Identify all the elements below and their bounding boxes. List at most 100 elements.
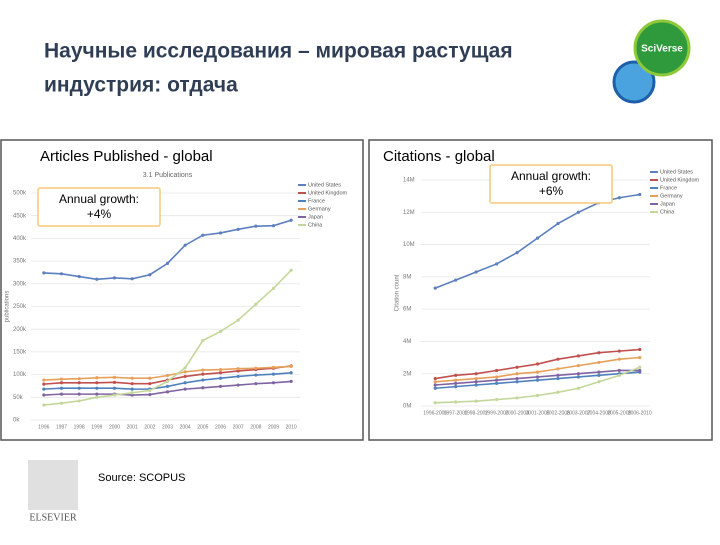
point <box>148 273 152 277</box>
x-tick-label: 2004-2008 <box>587 410 611 416</box>
point <box>130 376 134 380</box>
point <box>617 373 621 377</box>
point <box>218 371 223 375</box>
point <box>112 380 117 384</box>
point <box>494 378 499 382</box>
y-tick-label: 14M <box>403 178 415 184</box>
point <box>236 367 240 371</box>
point <box>218 376 223 380</box>
legend-label: Japan <box>660 201 675 207</box>
x-tick-label: 1997 <box>56 424 67 430</box>
annotation: +6% <box>539 184 564 198</box>
y-tick-label: 50k <box>13 395 24 401</box>
point <box>165 384 170 389</box>
y-tick-label: 8M <box>403 274 411 280</box>
x-tick-label: 2002 <box>144 424 155 430</box>
chart-subtitle: 3.1 Publications <box>143 172 193 179</box>
y-tick-label: 12M <box>403 210 415 216</box>
legend-label: France <box>308 198 325 204</box>
point <box>112 276 117 280</box>
point <box>433 286 437 290</box>
annotation-box <box>37 187 161 227</box>
point <box>59 377 64 381</box>
point <box>617 196 621 200</box>
point <box>59 386 64 390</box>
point <box>201 378 205 382</box>
x-tick-label: 1998 <box>74 424 85 430</box>
point <box>515 365 519 369</box>
point <box>42 382 46 386</box>
legend-label: Germany <box>308 206 331 212</box>
point <box>617 357 621 361</box>
y-tick-label: 0k <box>13 418 20 424</box>
point <box>597 351 601 355</box>
y-tick-label: 200k <box>13 327 27 333</box>
annotation: Annual growth: <box>59 192 139 206</box>
point <box>183 381 187 385</box>
x-tick-label: 2009 <box>268 424 279 430</box>
point <box>77 377 81 381</box>
elsevier-tree <box>28 460 78 510</box>
point <box>165 261 170 265</box>
point <box>474 376 478 381</box>
point <box>289 364 293 369</box>
point <box>130 277 134 281</box>
annotation: Annual growth: <box>511 169 591 183</box>
point <box>201 338 205 343</box>
y-tick-label: 6M <box>403 307 411 313</box>
point <box>59 392 64 396</box>
point <box>42 387 46 391</box>
point <box>433 383 437 387</box>
annotation-box <box>489 164 613 204</box>
point <box>454 373 458 377</box>
point <box>95 386 99 390</box>
point <box>42 378 46 382</box>
x-tick-label: 1996 <box>38 424 49 430</box>
point <box>433 401 437 405</box>
point <box>201 368 205 372</box>
point <box>183 366 187 370</box>
point <box>535 375 540 379</box>
point <box>474 399 478 403</box>
legend-label: China <box>308 222 323 228</box>
point <box>130 393 134 397</box>
source: Source: SCOPUS <box>98 472 185 484</box>
x-tick-label: 2003 <box>162 424 173 430</box>
point <box>218 329 223 334</box>
point <box>201 386 205 390</box>
slide-title: Научные исследования – мировая растущая <box>44 40 513 63</box>
point <box>556 376 560 381</box>
point <box>218 384 223 389</box>
y-tick-label: 0M <box>403 404 411 410</box>
point <box>254 373 258 377</box>
point <box>289 218 293 222</box>
x-tick-label: 2010 <box>286 424 297 430</box>
point <box>183 370 187 374</box>
x-tick-label: 2002-2006 <box>546 410 570 416</box>
point <box>42 393 46 397</box>
logo-circle <box>633 19 691 77</box>
point <box>77 386 81 390</box>
point <box>617 368 621 373</box>
x-tick-label: 2005 <box>197 424 208 430</box>
y-tick-label: 400k <box>13 236 27 242</box>
x-tick-label: 2000 <box>109 424 120 430</box>
point <box>77 381 81 385</box>
point <box>638 368 642 373</box>
point <box>271 365 276 369</box>
point <box>236 318 240 322</box>
point <box>271 372 276 376</box>
point <box>515 372 519 376</box>
point <box>236 369 240 373</box>
point <box>535 236 540 240</box>
point <box>254 366 258 370</box>
point <box>59 272 64 276</box>
logo-ring <box>612 60 656 104</box>
x-tick-label: 1998-2002 <box>464 410 488 416</box>
point <box>454 278 458 282</box>
point <box>112 393 117 397</box>
point <box>515 380 519 384</box>
point <box>130 391 134 395</box>
point <box>77 274 81 279</box>
